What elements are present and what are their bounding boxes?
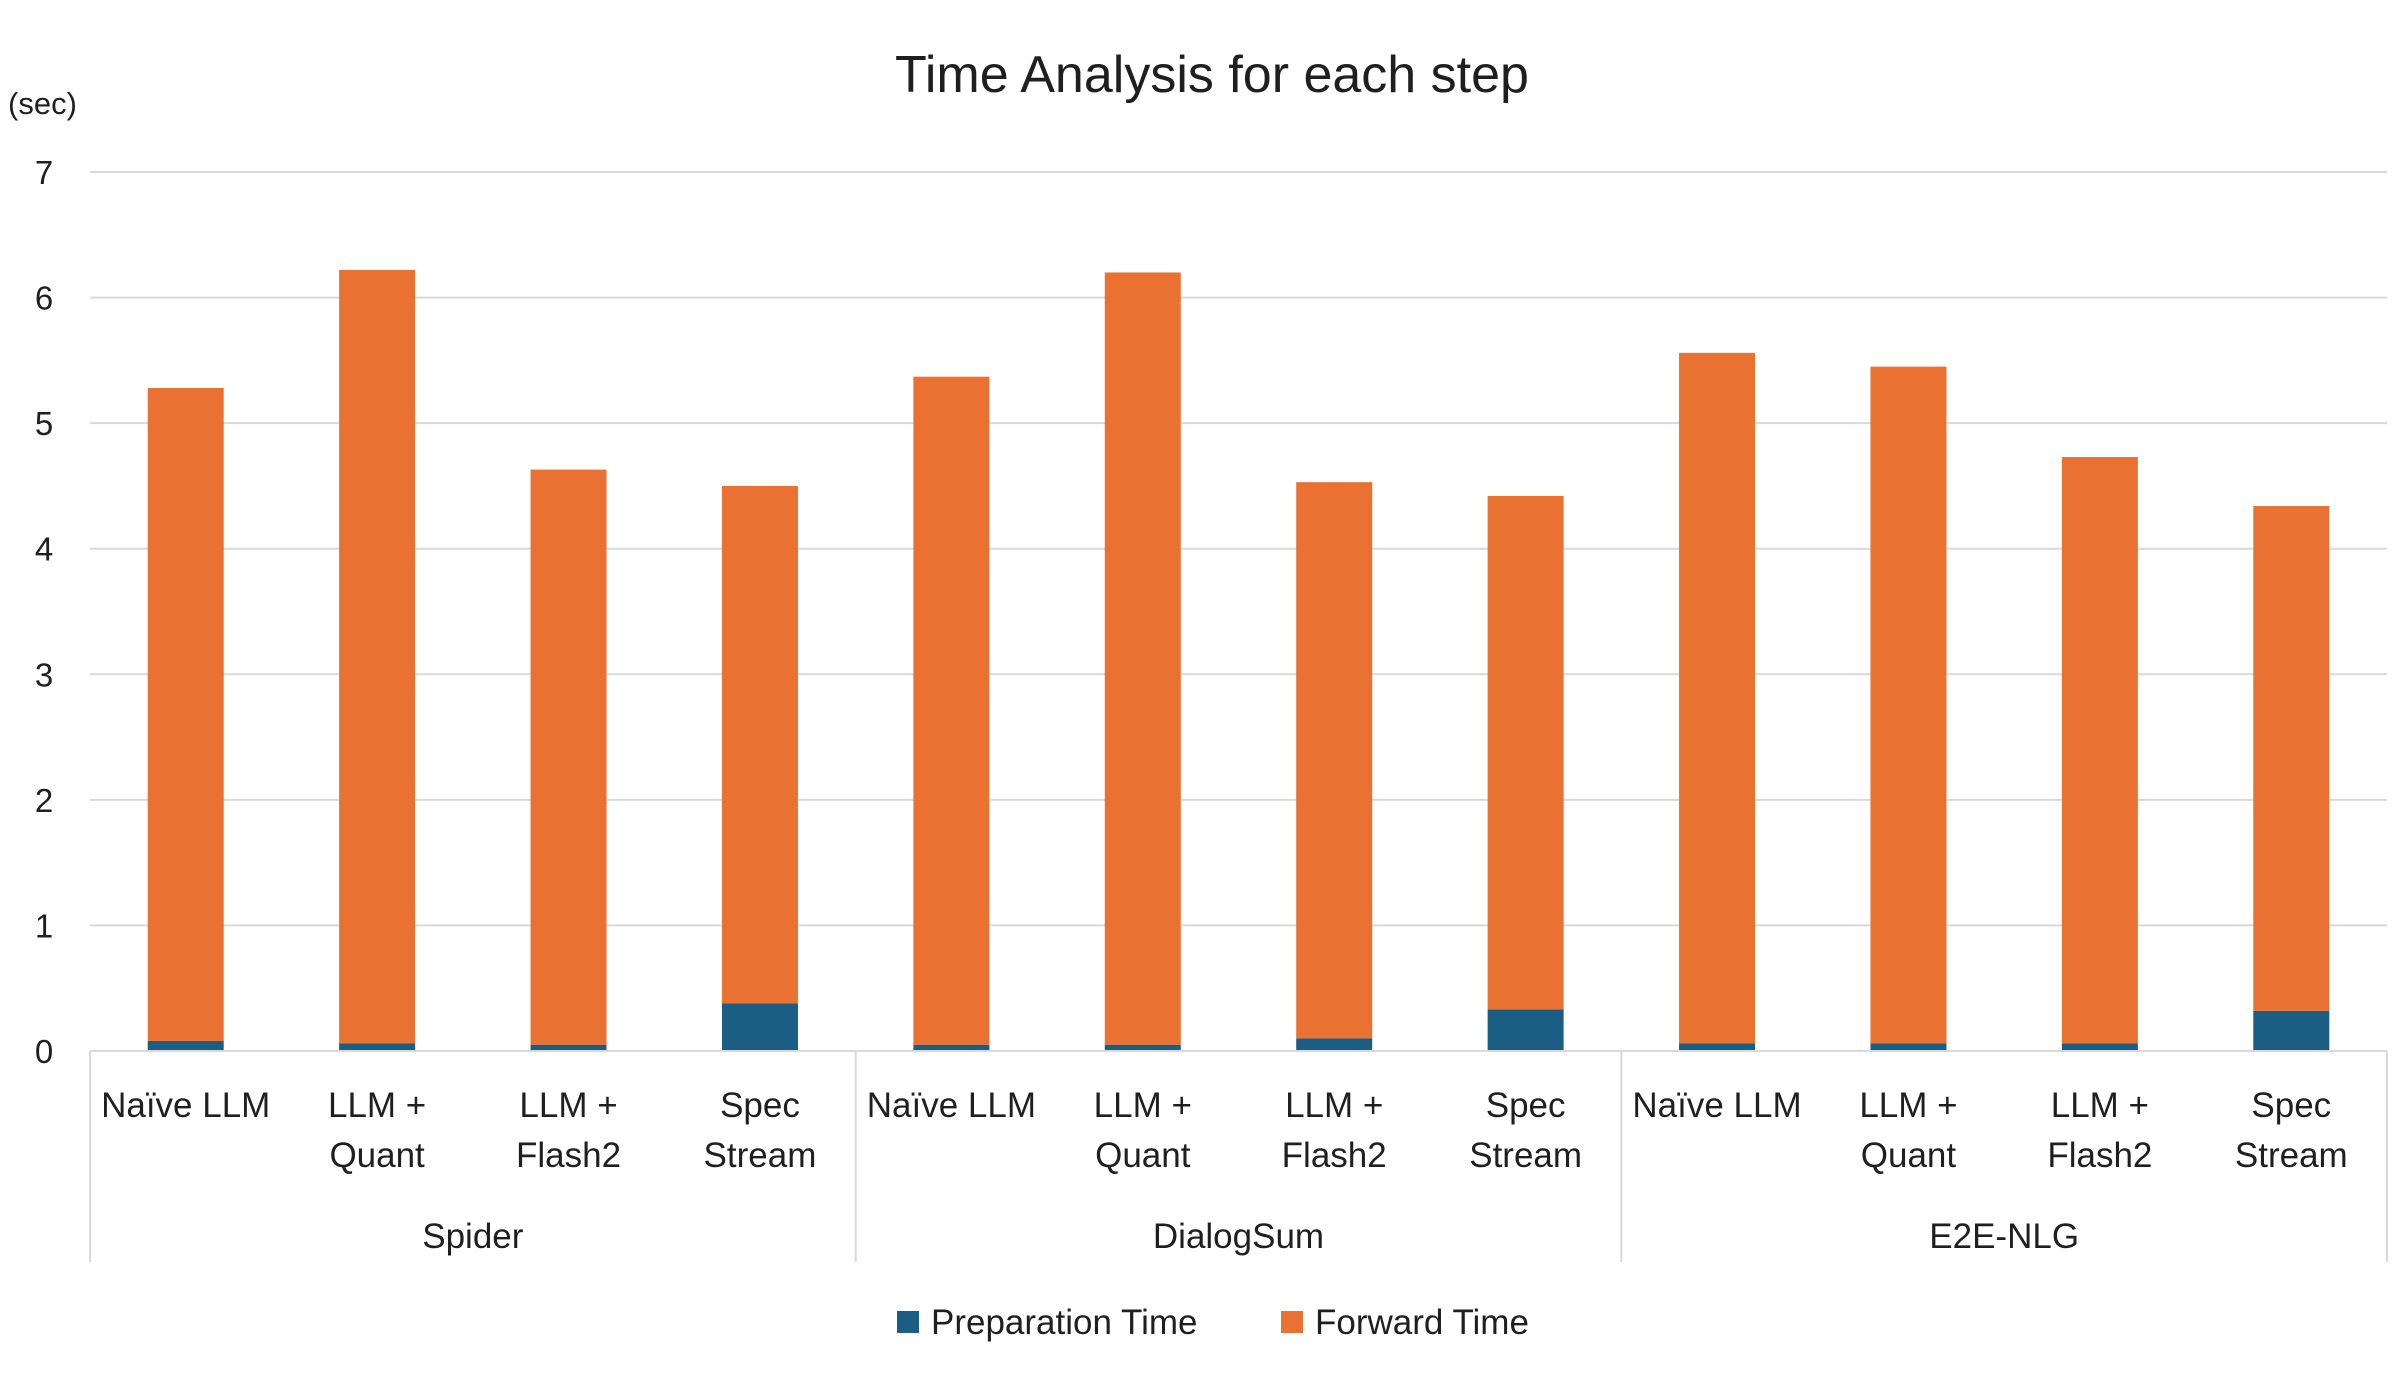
category-label-line: Stream (1469, 1136, 1582, 1175)
bar-preparation-time (2061, 1043, 2138, 1051)
y-axis-ticks: 0 1 2 3 4 5 6 7 (35, 154, 53, 1070)
y-tick-label: 5 (35, 405, 53, 442)
category-label-line: Flash2 (2047, 1136, 2152, 1175)
category-label: LLM + Flash2 (2047, 1086, 2152, 1175)
category-label-line: Flash2 (1282, 1136, 1387, 1175)
bar-forward-time (339, 269, 416, 1044)
category-label-line: Quant (1861, 1136, 1957, 1175)
category-label: LLM + Quant (1859, 1086, 1957, 1175)
category-label: Spec Stream (1469, 1086, 1582, 1175)
category-label-line: Quant (329, 1136, 425, 1175)
category-label-line: Naïve LLM (101, 1086, 270, 1125)
category-label-line: Spec (720, 1086, 800, 1125)
category-label-line: Flash2 (516, 1136, 621, 1175)
bars (147, 269, 2330, 1051)
category-label-line: Naïve LLM (867, 1086, 1036, 1125)
group-label: E2E-NLG (1929, 1217, 2079, 1256)
y-tick-label: 3 (35, 656, 53, 693)
legend-swatch (1281, 1311, 1303, 1333)
bar-preparation-time (1870, 1043, 1947, 1051)
bar-preparation-time (147, 1040, 224, 1051)
bar-forward-time (1870, 366, 1947, 1044)
legend: Preparation Time Forward Time (897, 1303, 1529, 1342)
category-label-line: Quant (1095, 1136, 1191, 1175)
category-label-line: Spec (2251, 1086, 2331, 1125)
bar-preparation-time (913, 1044, 990, 1051)
bar-forward-time (1104, 272, 1181, 1045)
category-label: Naïve LLM (101, 1086, 270, 1125)
gridlines (90, 171, 2387, 927)
y-tick-label: 0 (35, 1033, 53, 1070)
bar-forward-time (2061, 457, 2138, 1044)
bar-forward-time (147, 387, 224, 1041)
category-label-line: LLM + (1094, 1086, 1192, 1125)
y-tick-label: 7 (35, 154, 53, 191)
category-label-line: LLM + (1859, 1086, 1957, 1125)
category-label: LLM + Quant (328, 1086, 426, 1175)
y-axis-unit-label: (sec) (8, 86, 77, 121)
category-label-line: Spec (1486, 1086, 1566, 1125)
legend-label: Preparation Time (931, 1303, 1198, 1342)
group-label: DialogSum (1153, 1217, 1324, 1256)
bar-forward-time (530, 469, 607, 1045)
group-labels: Spider DialogSum E2E-NLG (422, 1217, 2079, 1256)
category-label: LLM + Flash2 (1282, 1086, 1387, 1175)
bar-forward-time (1296, 482, 1373, 1039)
bar-forward-time (1679, 352, 1756, 1044)
category-label-line: Stream (704, 1136, 817, 1175)
category-label-line: LLM + (1285, 1086, 1383, 1125)
x-axis (89, 1050, 2388, 1262)
category-label: Naïve LLM (867, 1086, 1036, 1125)
category-label-line: Naïve LLM (1632, 1086, 1801, 1125)
bar-preparation-time (530, 1044, 607, 1051)
group-label: Spider (422, 1217, 524, 1256)
bar-preparation-time (1487, 1009, 1564, 1051)
bar-forward-time (721, 485, 798, 1004)
bar-forward-time (913, 376, 990, 1045)
bar-preparation-time (1104, 1044, 1181, 1051)
y-tick-label: 2 (35, 782, 53, 819)
bar-preparation-time (339, 1043, 416, 1051)
category-label: Spec Stream (704, 1086, 817, 1175)
bar-preparation-time (721, 1003, 798, 1051)
bar-preparation-time (1679, 1043, 1756, 1051)
y-tick-label: 6 (35, 280, 53, 317)
category-label: Spec Stream (2235, 1086, 2348, 1175)
bar-forward-time (2253, 506, 2330, 1011)
category-labels: Naïve LLM LLM + Quant LLM + Flash2 Spec Stream… (101, 1086, 2348, 1175)
category-label-line: LLM + (519, 1086, 617, 1125)
legend-label: Forward Time (1315, 1303, 1529, 1342)
category-label-line: LLM + (2051, 1086, 2149, 1125)
category-label-line: Stream (2235, 1136, 2348, 1175)
bar-forward-time (1487, 495, 1564, 1010)
category-label: LLM + Flash2 (516, 1086, 621, 1175)
bar-preparation-time (2253, 1010, 2330, 1051)
chart-title: Time Analysis for each step (895, 46, 1529, 104)
category-label-line: LLM + (328, 1086, 426, 1125)
category-label: Naïve LLM (1632, 1086, 1801, 1125)
bar-preparation-time (1296, 1038, 1373, 1051)
y-tick-label: 4 (35, 531, 53, 568)
category-label: LLM + Quant (1094, 1086, 1192, 1175)
legend-swatch (897, 1311, 919, 1333)
y-tick-label: 1 (35, 907, 53, 944)
